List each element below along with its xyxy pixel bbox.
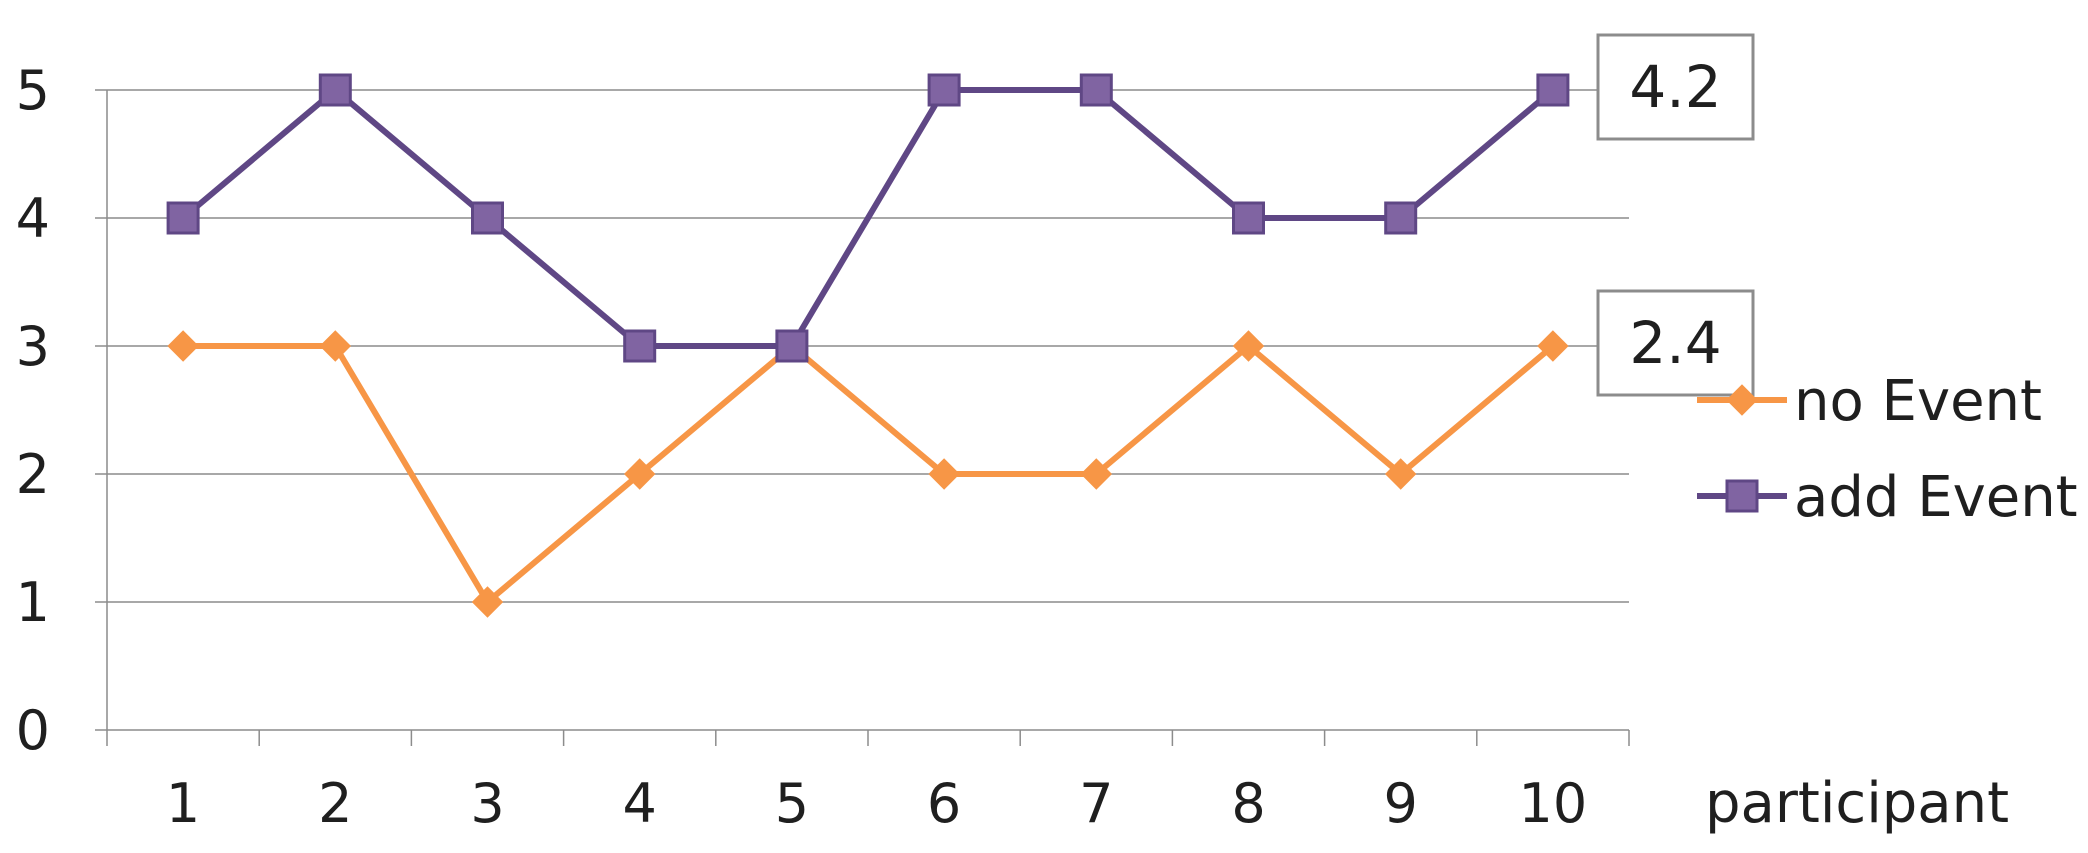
x-tick-label: 1: [166, 772, 200, 835]
legend-label: no Event: [1794, 369, 2042, 434]
data-point-diamond: [623, 458, 656, 490]
callout-value: 4.2: [1629, 53, 1721, 121]
data-point-square: [318, 73, 352, 107]
legend-entry: no Event: [1697, 369, 2042, 434]
data-point-diamond: [1384, 458, 1417, 490]
data-point-square: [1232, 201, 1265, 235]
legend: no Event add Event: [1697, 369, 2078, 530]
y-tick-label: 5: [16, 59, 50, 122]
y-tick-label: 3: [16, 315, 50, 378]
x-tick-label: 8: [1231, 772, 1265, 835]
callout-frame: [1596, 33, 1755, 141]
callouts: 4.2 2.4: [1596, 33, 1755, 397]
series-lines: [166, 73, 1570, 618]
callout-box: 2.4: [1596, 289, 1755, 397]
data-point-square: [1536, 73, 1570, 107]
series-no-event: [167, 330, 1569, 618]
x-tick-label: 7: [1079, 772, 1113, 835]
legend-label: add Event: [1794, 465, 2078, 530]
data-point-diamond: [1537, 330, 1569, 362]
data-point-square: [775, 329, 809, 363]
data-point-diamond: [319, 330, 352, 362]
legend-entry: add Event: [1697, 465, 2078, 530]
data-point-square: [623, 329, 657, 363]
data-point-square: [1079, 73, 1113, 107]
callout-box: 4.2: [1596, 33, 1755, 141]
data-point-diamond: [471, 586, 504, 618]
series-add-event: [166, 73, 1570, 363]
y-tick-label: 4: [16, 187, 50, 250]
x-tick-label: 3: [470, 772, 504, 835]
legend-marker-diamond: [1726, 384, 1758, 416]
x-tick-label: 5: [775, 772, 809, 835]
axes: 0 1 2 3 4 5 1 2 3 4 5 6 7 8 9 10 participant: [16, 59, 2009, 836]
x-tick-label: 9: [1384, 772, 1418, 835]
data-point-square: [166, 201, 200, 235]
y-tick-label: 0: [16, 699, 50, 762]
x-tick-label: 10: [1519, 772, 1588, 835]
legend-marker-square: [1725, 479, 1759, 513]
data-point-diamond: [1232, 330, 1265, 362]
series-line: [181, 87, 1555, 349]
data-point-diamond: [1080, 458, 1113, 490]
data-point-diamond: [928, 458, 960, 490]
series-line: [183, 343, 1555, 605]
data-point-square: [471, 201, 504, 235]
x-axis-title: participant: [1705, 771, 2009, 836]
data-point-square: [927, 73, 961, 107]
data-point-diamond: [167, 330, 199, 362]
x-tick-label: 6: [927, 772, 961, 835]
y-tick-label: 2: [16, 443, 50, 506]
x-tick-label: 4: [623, 772, 657, 835]
callout-value: 2.4: [1629, 309, 1721, 377]
data-point-square: [1384, 201, 1418, 235]
y-tick-label: 1: [16, 571, 50, 634]
callout-frame: [1596, 289, 1755, 397]
x-tick-label: 2: [318, 772, 352, 835]
